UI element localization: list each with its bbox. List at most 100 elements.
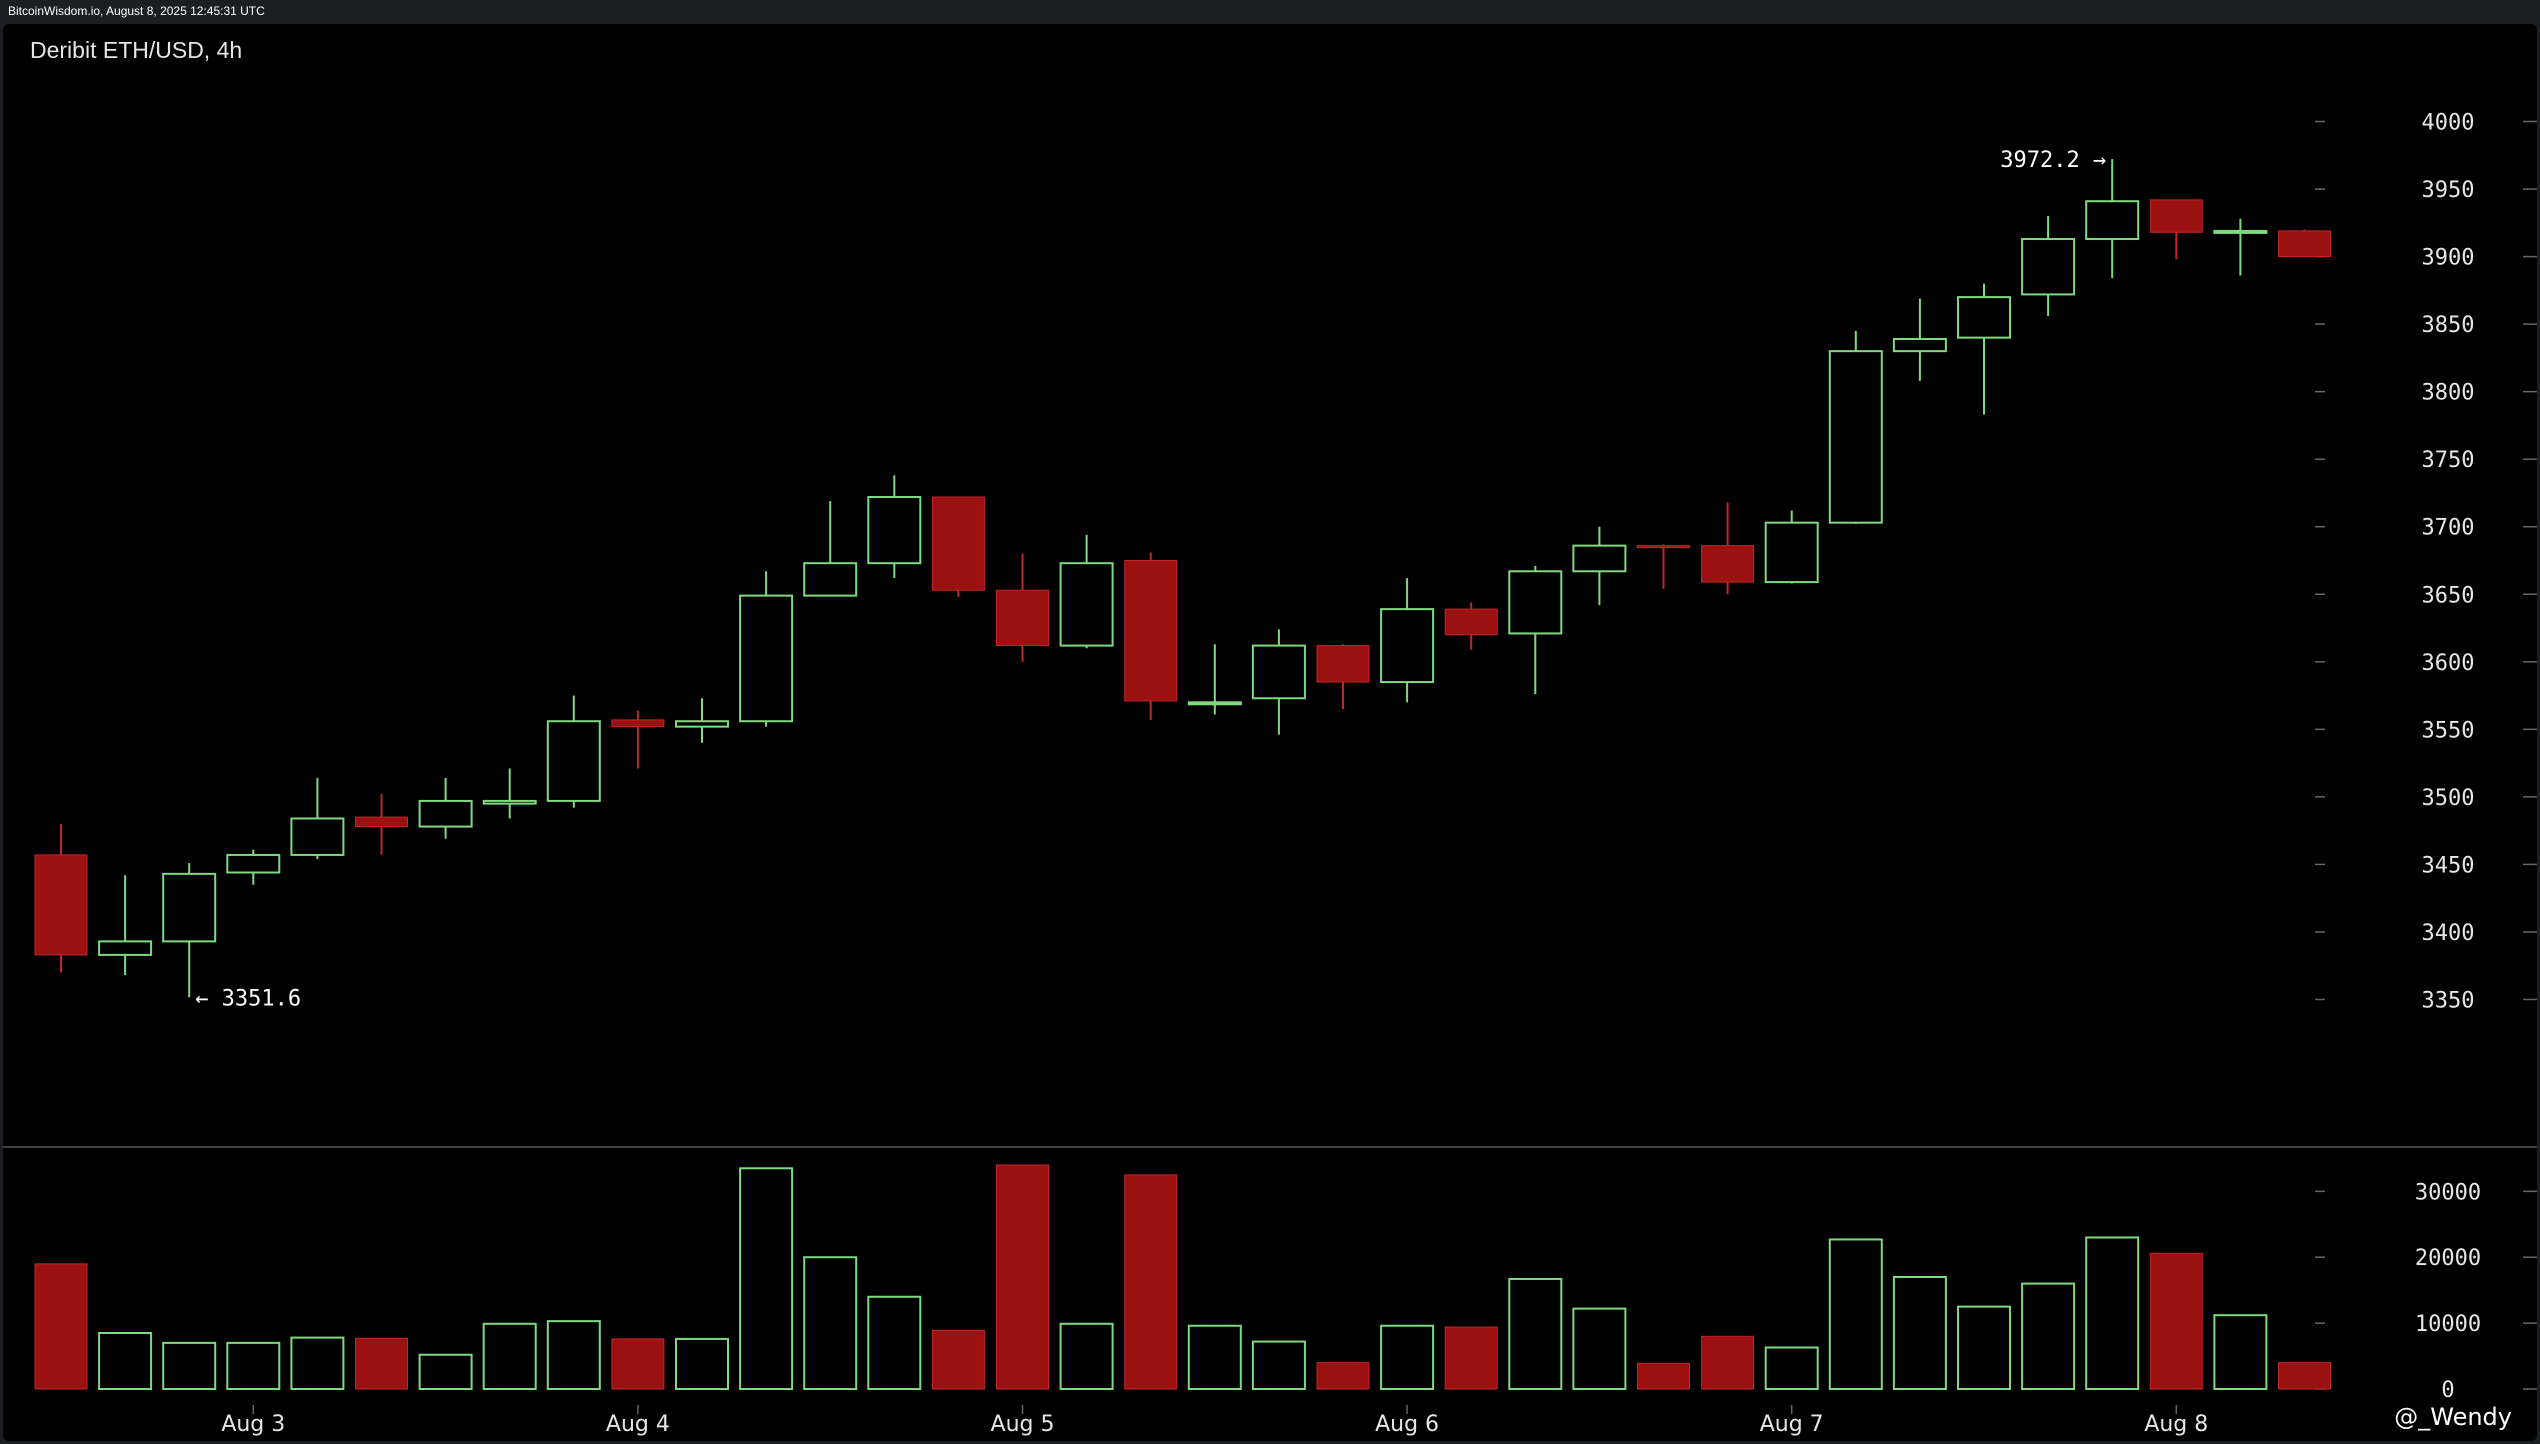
volume-bar-bull [1764, 1346, 1819, 1391]
candle-body-bull [2021, 238, 2076, 296]
volume-bar-bear [931, 1329, 985, 1390]
candle-body-bear [1316, 645, 1370, 683]
source-timestamp: BitcoinWisdom.io, August 8, 2025 12:45:3… [8, 4, 265, 18]
volume-bar-bear [34, 1263, 88, 1390]
chart-title: Deribit ETH/USD, 4h [30, 37, 243, 63]
candle-body-bear [1701, 545, 1755, 583]
price-annotation: ← 3351.6 [195, 986, 301, 1011]
candle-body-bull [162, 872, 217, 943]
candle-body-bear [611, 719, 665, 728]
volume-bar-bear [1637, 1362, 1690, 1390]
volume-bar-bull [1572, 1307, 1627, 1391]
candle-body-bull [1957, 296, 2011, 339]
candle-body-bull [226, 853, 281, 874]
volume-bar-bull [98, 1332, 153, 1390]
volume-bar-bear [1316, 1362, 1370, 1390]
price-tick-label: 3550 [2422, 718, 2475, 743]
volume-bar-bull [2085, 1236, 2140, 1390]
candle-body-bull [2213, 229, 2268, 234]
date-label: Aug 3 [221, 1412, 285, 1437]
candle-body-bear [2278, 230, 2331, 258]
candle-body-bear [1444, 608, 1498, 636]
candle-body-bear [931, 496, 985, 591]
volume-bar-bull [1828, 1238, 1883, 1390]
volume-tick-label: 0 [2441, 1378, 2454, 1403]
date-label: Aug 4 [606, 1412, 670, 1437]
volume-bar-bull [1892, 1276, 1947, 1390]
volume-bar-bear [2149, 1252, 2203, 1390]
candle-body-bull [1828, 350, 1883, 524]
price-tick-label: 3850 [2422, 313, 2475, 338]
volume-bar-bull [675, 1337, 729, 1391]
candle-body-bear [1637, 545, 1690, 549]
candle-body-bear [355, 816, 408, 828]
price-tick-label: 3350 [2422, 988, 2475, 1013]
watermark: @_Wendy [2394, 1403, 2512, 1431]
candle-body-bear [996, 589, 1049, 647]
candle-body-bear [1124, 559, 1178, 702]
price-annotation: 3972.2 → [2000, 148, 2106, 173]
candle-body-bull [1380, 608, 1435, 684]
volume-bar-bull [803, 1256, 858, 1391]
price-tick-label: 3600 [2422, 651, 2475, 676]
candle-body-bull [739, 594, 794, 723]
candle-body-bull [1251, 644, 1306, 700]
volume-tick-label: 20000 [2415, 1246, 2481, 1271]
volume-bar-bear [611, 1338, 665, 1390]
volume-bar-bull [1508, 1277, 1563, 1390]
volume-bar-bull [1957, 1305, 2011, 1391]
price-tick-label: 3400 [2422, 921, 2475, 946]
volume-bar-bull [1380, 1324, 1435, 1390]
volume-bar-bull [739, 1167, 794, 1390]
volume-bar-bear [355, 1337, 408, 1390]
candle-body-bull [290, 817, 345, 856]
volume-bar-bear [1701, 1335, 1755, 1390]
candle-body-bull [2085, 200, 2140, 241]
volume-bar-bear [1124, 1174, 1178, 1390]
volume-bar-bull [2213, 1314, 2268, 1391]
date-label: Aug 5 [991, 1412, 1055, 1437]
candle-body-bull [803, 562, 858, 597]
volume-tick-label: 10000 [2415, 1312, 2481, 1337]
candle-body-bear [34, 854, 88, 956]
volume-bar-bull [1059, 1322, 1114, 1391]
candle-body-bull [1572, 544, 1627, 573]
top-bar: BitcoinWisdom.io, August 8, 2025 12:45:3… [0, 0, 2540, 24]
price-tick-label: 3500 [2422, 786, 2475, 811]
volume-tick-label: 30000 [2415, 1180, 2481, 1205]
volume-bar-bull [1251, 1340, 1306, 1390]
price-tick-label: 4000 [2422, 111, 2475, 136]
candle-body-bull [418, 799, 473, 828]
volume-bar-bull [867, 1295, 922, 1390]
price-tick-label: 3650 [2422, 583, 2475, 608]
volume-bar-bull [2021, 1282, 2076, 1391]
volume-bar-bear [996, 1164, 1049, 1390]
price-tick-label: 3800 [2422, 381, 2475, 406]
candle-body-bull [1059, 562, 1114, 647]
candle-body-bull [98, 940, 153, 956]
price-tick-label: 3950 [2422, 178, 2475, 203]
chart-panel: 3350 3400 3450 3500 3550 3600 3650 3700 3750 3800… [3, 24, 2537, 1441]
candle-body-bull [867, 496, 922, 565]
candle-body-bull [1187, 701, 1242, 706]
volume-bar-bull [290, 1336, 345, 1391]
volume-bar-bull [226, 1341, 281, 1390]
candle-body-bear [2149, 199, 2203, 233]
candle-body-bull [546, 720, 601, 802]
price-tick-label: 3750 [2422, 448, 2475, 473]
price-tick-label: 3900 [2422, 246, 2475, 271]
price-tick-label: 3700 [2422, 516, 2475, 541]
price-tick-label: 3450 [2422, 853, 2475, 878]
candle-body-bull [1508, 570, 1563, 635]
volume-bar-bull [418, 1353, 473, 1391]
chart-canvas: 3350 3400 3450 3500 3550 3600 3650 3700 3750 3800… [3, 111, 2537, 1437]
volume-bar-bull [482, 1322, 537, 1391]
volume-bar-bull [1187, 1324, 1242, 1390]
candle-body-bull [1764, 521, 1819, 584]
volume-bar-bull [162, 1341, 217, 1390]
date-label: Aug 6 [1375, 1412, 1439, 1437]
candle-body-bull [675, 720, 729, 728]
date-label: Aug 8 [2144, 1412, 2208, 1437]
volume-bar-bear [1444, 1326, 1498, 1390]
volume-bar-bull [546, 1320, 601, 1391]
